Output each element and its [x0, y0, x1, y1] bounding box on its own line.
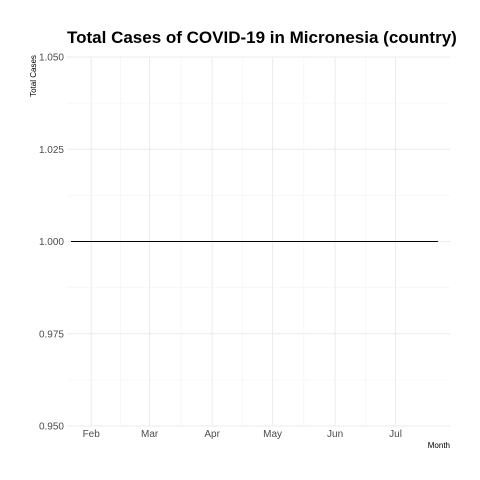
x-tick-label: Jul: [389, 429, 402, 440]
y-axis-title: Total Cases: [29, 55, 38, 97]
y-tick-label: 0.950: [39, 422, 64, 433]
y-tick-label: 1.000: [39, 237, 64, 248]
x-axis-title: Month: [428, 441, 450, 450]
y-axis-ticks: 0.950 0.975 1.000 1.025 1.050: [39, 53, 64, 433]
x-tick-label: Apr: [204, 429, 220, 440]
y-tick-label: 1.025: [39, 145, 64, 156]
x-tick-label: Feb: [83, 429, 101, 440]
chart-title: Total Cases of COVID-19 in Micronesia (c…: [67, 28, 457, 47]
x-tick-label: Mar: [141, 429, 159, 440]
x-tick-label: May: [263, 429, 282, 440]
y-tick-label: 1.050: [39, 53, 64, 64]
x-axis-ticks: Feb Mar Apr May Jun Jul: [83, 429, 402, 440]
y-tick-label: 0.975: [39, 329, 64, 340]
x-tick-label: Jun: [327, 429, 343, 440]
